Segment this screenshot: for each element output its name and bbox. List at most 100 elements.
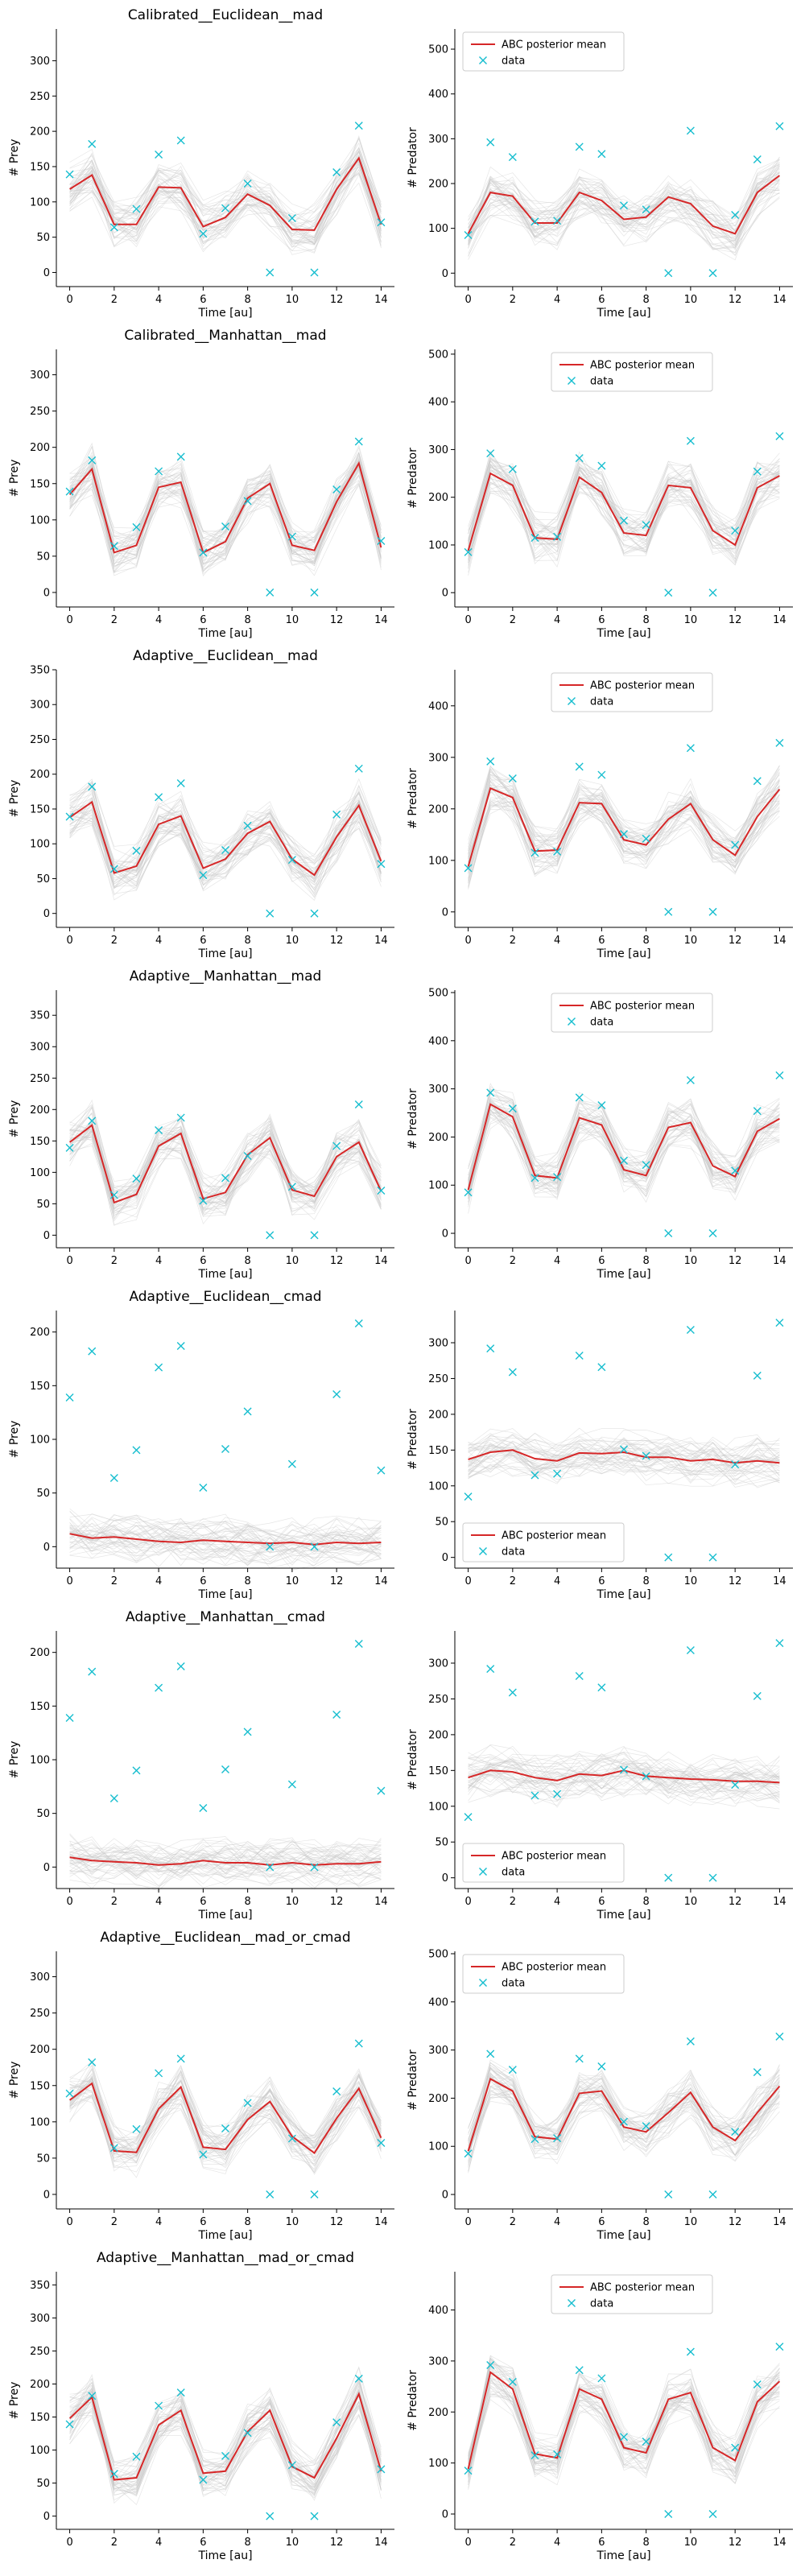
data-point: [597, 150, 606, 159]
sample-trace: [69, 1104, 382, 1203]
sample-trace: [468, 2385, 780, 2477]
x-tick-label: 14: [374, 1896, 388, 1908]
y-tick-label: 0: [442, 906, 448, 919]
x-tick-label: 14: [374, 1575, 388, 1587]
x-tick-label: 14: [374, 1255, 388, 1267]
sample-trace: [69, 2385, 382, 2495]
sample-trace: [468, 2065, 780, 2140]
sample-trace: [468, 1764, 780, 1794]
data-point: [155, 1363, 163, 1372]
sample-trace: [468, 459, 780, 544]
y-tick-label: 50: [36, 2153, 50, 2165]
legend-data-swatch: [479, 1547, 487, 1555]
sample-trace: [468, 2062, 780, 2148]
x-tick-label: 6: [598, 294, 605, 306]
data-point: [753, 777, 762, 786]
sample-trace: [69, 147, 382, 245]
sample-trace: [468, 1113, 780, 1195]
data-point: [731, 1781, 740, 1790]
y-tick-label: 400: [428, 89, 448, 101]
subplot-14: 0 2 4 6 8 10 12 14 0 100 200 300 400 500 Time [au] # Pr…: [407, 1948, 793, 2242]
sample-trace: [69, 138, 382, 228]
x-tick-label: 14: [773, 1255, 786, 1267]
sample-trace: [69, 1134, 382, 1206]
legend-mean-label: ABC posterior mean: [590, 2282, 695, 2294]
data-point: [597, 770, 606, 779]
x-tick-label: 4: [155, 935, 162, 947]
data-point: [243, 1407, 252, 1416]
data-point: [775, 2032, 784, 2041]
sample-trace: [468, 1438, 780, 1473]
sample-trace: [468, 1769, 780, 1797]
sample-trace: [69, 1099, 382, 1203]
sample-trace: [468, 1765, 780, 1801]
sample-trace: [468, 1103, 780, 1186]
data-point: [132, 1174, 141, 1183]
sample-trace: [69, 814, 382, 874]
posterior-mean-line: [467, 786, 781, 867]
x-tick-label: 6: [200, 2537, 206, 2549]
sample-trace: [468, 1086, 780, 1196]
data-point: [708, 2190, 717, 2199]
sample-trace: [69, 800, 382, 886]
sample-trace: [69, 2080, 382, 2159]
data-point: [221, 204, 229, 213]
y-tick-label: 0: [43, 1542, 50, 1554]
y-tick-label: 400: [428, 1996, 448, 2008]
data-point: [266, 1231, 275, 1240]
sample-trace: [69, 1856, 382, 1887]
y-tick-label: 250: [30, 734, 50, 746]
legend-box: [551, 993, 713, 1033]
sample-trace: [69, 1527, 382, 1566]
x-tick-label: 0: [464, 2537, 471, 2549]
data-point: [575, 1672, 584, 1680]
sample-trace: [69, 1840, 382, 1864]
data-point: [155, 151, 163, 159]
legend-box: [551, 2274, 713, 2314]
sample-trace: [468, 454, 780, 543]
data-point: [88, 1347, 97, 1356]
sample-trace: [468, 1438, 780, 1472]
x-tick-label: 10: [286, 1896, 299, 1908]
x-tick-label: 12: [729, 1896, 742, 1908]
x-tick-label: 12: [729, 294, 742, 306]
sample-trace: [468, 2372, 780, 2459]
data-point: [731, 526, 740, 535]
sample-trace: [69, 1125, 382, 1216]
sample-trace: [468, 2363, 780, 2470]
sample-trace: [69, 1854, 382, 1880]
legend-mean-label: ABC posterior mean: [590, 360, 695, 372]
sample-trace: [69, 465, 382, 558]
y-tick-label: 50: [36, 1488, 50, 1500]
y-tick-label: 200: [30, 1327, 50, 1339]
sample-trace: [69, 1518, 382, 1547]
y-tick-label: 100: [30, 1755, 50, 1767]
sample-trace: [69, 2397, 382, 2496]
sample-trace: [69, 2078, 382, 2153]
y-tick-label: 350: [30, 665, 50, 677]
data-point: [642, 1772, 650, 1781]
y-axis-label: # Predator: [407, 448, 419, 509]
sample-trace: [69, 457, 382, 565]
data-point: [88, 2058, 97, 2066]
sample-trace: [468, 1447, 780, 1467]
x-axis-label: Time [au]: [197, 2549, 252, 2562]
data-point: [221, 846, 229, 854]
sample-trace: [69, 1117, 382, 1204]
data-point: [686, 436, 695, 445]
x-tick-label: 2: [510, 1896, 516, 1908]
posterior-samples: [468, 156, 780, 261]
sample-trace: [69, 1519, 382, 1553]
posterior-mean-line: [69, 156, 382, 231]
x-axis-label: Time [au]: [197, 1268, 252, 1281]
data-point: [221, 522, 229, 530]
legend-data-swatch: [568, 1018, 576, 1026]
x-tick-label: 6: [598, 1896, 605, 1908]
data-point: [775, 2343, 784, 2351]
data-point: [486, 2050, 495, 2058]
data-point: [88, 1117, 97, 1125]
sample-trace: [69, 1145, 382, 1216]
posterior-samples: [468, 1083, 780, 1214]
data-point: [508, 1368, 517, 1377]
y-tick-label: 100: [30, 196, 50, 208]
